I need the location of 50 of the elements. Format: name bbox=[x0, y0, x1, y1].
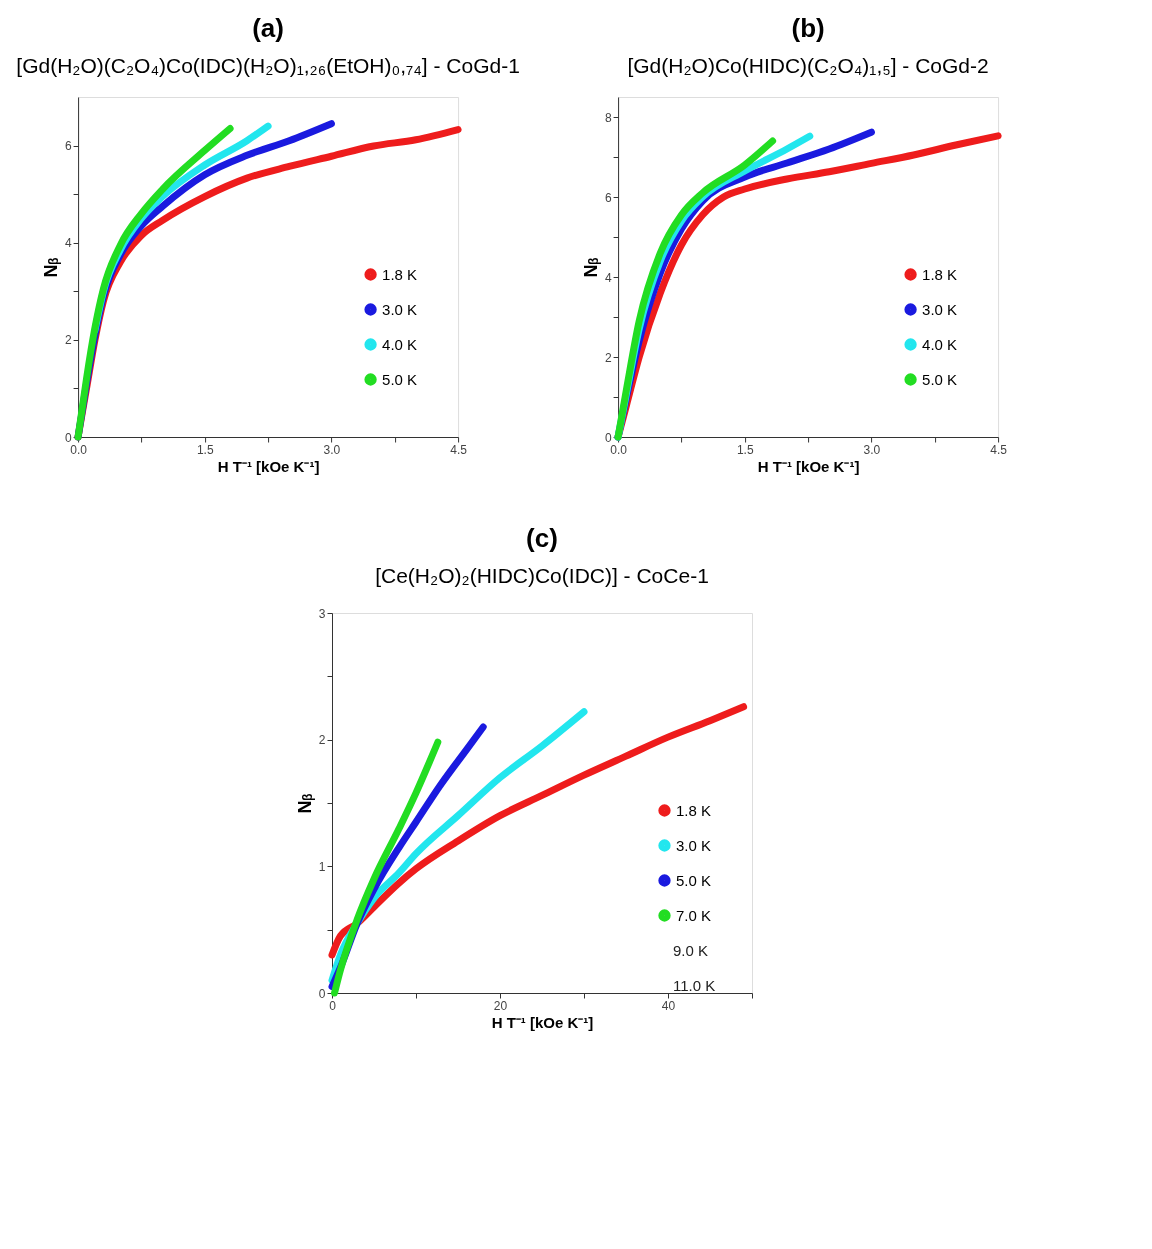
y-axis-title: Nᵦ bbox=[40, 257, 61, 278]
annotation: 9.0 K bbox=[673, 942, 709, 959]
legend-label: 3.0 K bbox=[676, 836, 712, 854]
y-tick-label: 8 bbox=[604, 110, 612, 125]
legend-label: 3.0 K bbox=[382, 300, 418, 318]
legend-label: 3.0 K bbox=[922, 300, 958, 318]
y-tick-label: 0 bbox=[604, 430, 612, 445]
x-axis-title: H T⁻¹ [kOe K⁻¹] bbox=[491, 1013, 594, 1031]
x-axis-title: H T⁻¹ [kOe K⁻¹] bbox=[217, 457, 320, 475]
y-tick-label: 6 bbox=[64, 139, 72, 154]
chart-subtitle: [Gd(H₂O)Co(HIDC)(C₂O₄)₁,₅] - CoGd-2 bbox=[627, 54, 989, 77]
x-tick-label: 3.0 bbox=[863, 442, 881, 457]
legend-label: 4.0 K bbox=[922, 335, 958, 353]
x-tick-label: 3.0 bbox=[323, 442, 341, 457]
y-tick-label: 3 bbox=[318, 606, 326, 621]
y-axis-title: Nᵦ bbox=[294, 793, 315, 814]
chart-title: (b) bbox=[791, 13, 825, 43]
x-tick-label: 4.5 bbox=[450, 442, 468, 457]
y-axis-title: Nᵦ bbox=[580, 257, 601, 278]
legend-label: 1.8 K bbox=[922, 265, 958, 283]
y-tick-label: 4 bbox=[604, 270, 612, 285]
y-tick-label: 2 bbox=[64, 333, 72, 348]
x-axis-title: H T⁻¹ [kOe K⁻¹] bbox=[757, 457, 860, 475]
legend-label: 5.0 K bbox=[922, 370, 958, 388]
x-tick-label: 4.5 bbox=[990, 442, 1008, 457]
legend-label: 1.8 K bbox=[676, 801, 712, 819]
x-tick-label: 40 bbox=[661, 998, 676, 1013]
y-tick-label: 2 bbox=[604, 350, 612, 365]
x-tick-label: 1.5 bbox=[196, 442, 214, 457]
y-tick-label: 1 bbox=[318, 859, 326, 874]
y-tick-label: 6 bbox=[604, 190, 612, 205]
legend-label: 5.0 K bbox=[676, 871, 712, 889]
legend-label: 4.0 K bbox=[382, 335, 418, 353]
y-tick-label: 2 bbox=[318, 733, 326, 748]
x-tick-label: 0 bbox=[329, 998, 337, 1013]
x-tick-label: 0.0 bbox=[610, 442, 628, 457]
y-tick-label: 0 bbox=[64, 430, 72, 445]
y-tick-label: 4 bbox=[64, 236, 72, 251]
chart-title: (c) bbox=[526, 523, 558, 553]
chart-subtitle: [Gd(H₂O)(C₂O₄)Co(IDC)(H₂O)₁,₂₆(EtOH)₀,₇₄] - CoGd-1 bbox=[16, 54, 520, 77]
chart-title: (a) bbox=[252, 13, 284, 43]
legend-label: 5.0 K bbox=[382, 370, 418, 388]
x-tick-label: 20 bbox=[493, 998, 508, 1013]
chart-subtitle: [Ce(H₂O)₂(HIDC)Co(IDC)] - CoCe-1 bbox=[375, 564, 709, 587]
legend-label: 1.8 K bbox=[382, 265, 418, 283]
legend-label: 7.0 K bbox=[676, 906, 712, 924]
x-tick-label: 1.5 bbox=[736, 442, 754, 457]
y-tick-label: 0 bbox=[318, 986, 326, 1001]
annotation: 11.0 K bbox=[673, 977, 716, 994]
x-tick-label: 0.0 bbox=[70, 442, 88, 457]
